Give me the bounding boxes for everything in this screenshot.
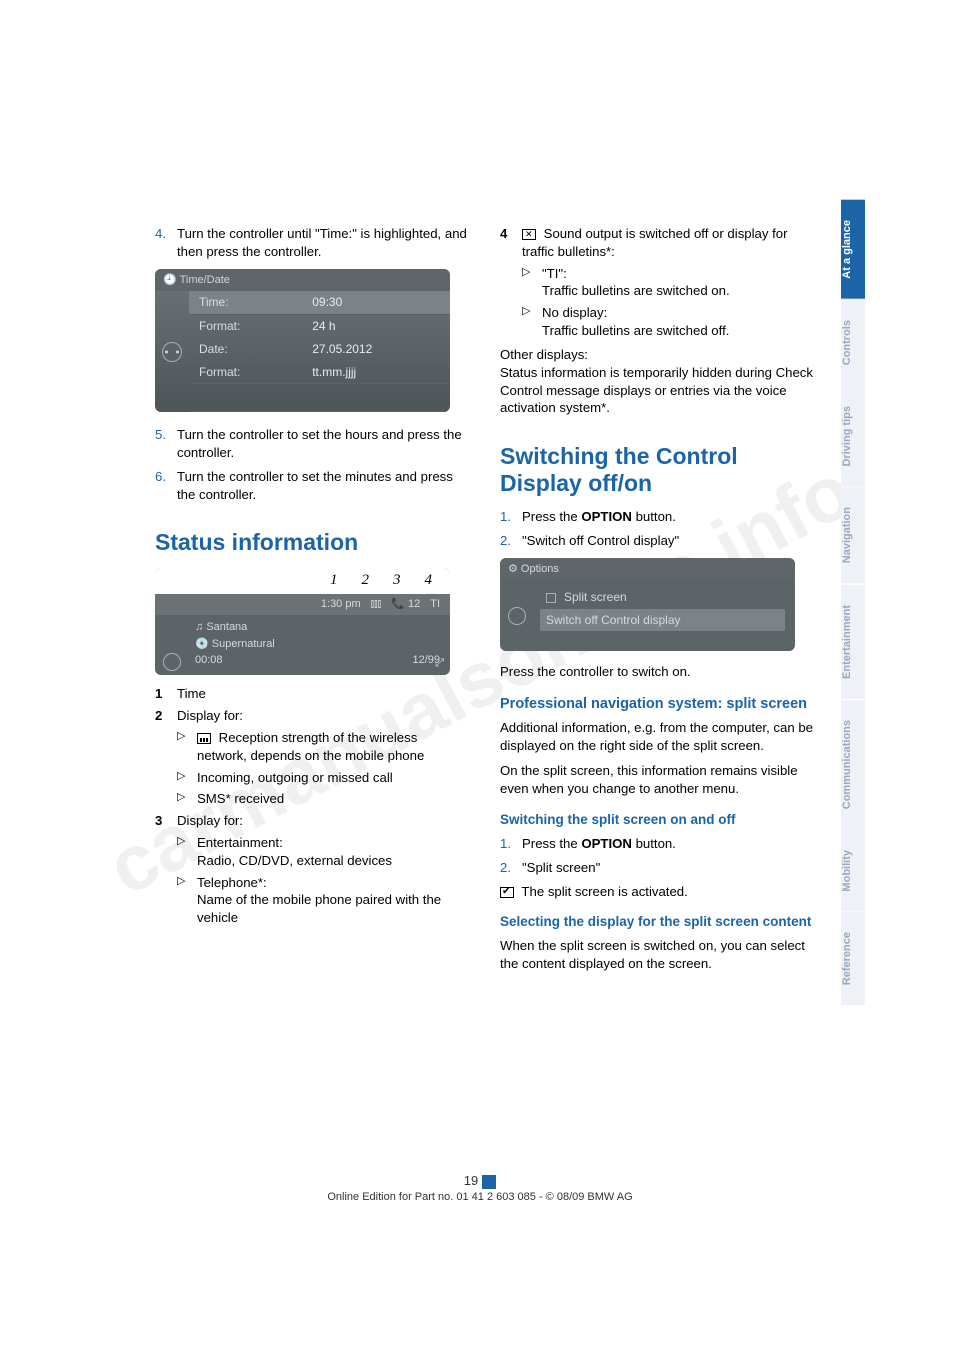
footer-text: Online Edition for Part no. 01 41 2 603 … — [0, 1191, 960, 1203]
tab-driving-tips[interactable]: Driving tips — [841, 386, 865, 488]
cell: 24 h — [302, 314, 450, 337]
page-footer: 19 Online Edition for Part no. 01 41 2 6… — [0, 1173, 960, 1203]
cell: Format: — [189, 361, 302, 384]
split-p1: Additional information, e.g. from the co… — [500, 719, 815, 755]
step-5: 5. Turn the controller to set the hours … — [155, 426, 470, 462]
step-6: 6. Turn the controller to set the minute… — [155, 468, 470, 504]
cell: 27.05.2012 — [302, 337, 450, 360]
list-item: Entertainment:Radio, CD/DVD, external de… — [177, 834, 470, 870]
tab-reference[interactable]: Reference — [841, 912, 865, 1006]
idrive-title: 🕘 Time/Date — [155, 269, 450, 292]
split-p2: On the split screen, this information re… — [500, 762, 815, 798]
tab-mobility[interactable]: Mobility — [841, 830, 865, 913]
def-3-list: Entertainment:Radio, CD/DVD, external de… — [177, 834, 470, 927]
callout-markers: 1 2 3 4 — [330, 570, 432, 590]
other-displays-label: Other displays: — [500, 346, 815, 364]
activated-line: The split screen is activated. — [500, 883, 815, 901]
press-controller-text: Press the controller to switch on. — [500, 663, 815, 681]
mute-icon — [522, 229, 536, 240]
list-item: "TI":Traffic bulletins are switched on. — [522, 265, 815, 301]
elapsed: 00:08 — [195, 653, 223, 668]
step-text: Turn the controller until "Time:" is hig… — [177, 225, 470, 261]
heading-status-information: Status information — [155, 529, 470, 555]
heading-switching-display: Switching the Control Display off/on — [500, 443, 815, 496]
def-1: 1Time — [155, 685, 470, 703]
expand-icon: ⤢ — [435, 656, 444, 671]
def-4: 4 Sound output is switched off or displa… — [500, 225, 815, 261]
left-column: 4. Turn the controller until "Time:" is … — [155, 225, 470, 973]
step-2b: 2. "Split screen" — [500, 859, 815, 877]
options-title: Options — [521, 563, 559, 575]
select-content-text: When the split screen is switched on, yo… — [500, 937, 815, 973]
list-item: SMS* received — [177, 790, 470, 808]
cell: Format: — [189, 314, 302, 337]
heading-split-screen: Professional navigation system: split sc… — [500, 695, 815, 713]
tab-at-a-glance[interactable]: At a glance — [841, 200, 865, 300]
list-item: Reception strength of the wireless netwo… — [177, 729, 470, 765]
list-item: No display:Traffic bulletins are switche… — [522, 304, 815, 340]
track: Supernatural — [212, 638, 275, 650]
page-number: 19 — [464, 1173, 478, 1188]
tab-communications[interactable]: Communications — [841, 700, 865, 830]
knob-icon — [163, 653, 181, 671]
heading-select-content: Selecting the display for the split scre… — [500, 914, 815, 931]
list-item: Telephone*:Name of the mobile phone pair… — [177, 874, 470, 927]
step-number: 6. — [155, 468, 177, 504]
step-2: 2. "Switch off Control display" — [500, 532, 815, 550]
options-screenshot: ⚙ Options Split screen Switch off Contro… — [500, 558, 795, 651]
option-item-highlighted: Switch off Control display — [540, 609, 785, 631]
step-4: 4. Turn the controller until "Time:" is … — [155, 225, 470, 261]
step-1: 1. Press the OPTION button. — [500, 508, 815, 526]
idrive-time-screenshot: 🕘 Time/Date Time:09:30 Format:24 h Date:… — [155, 269, 450, 413]
section-tabs: At a glance Controls Driving tips Naviga… — [841, 200, 865, 1007]
def-2: 2Display for: — [155, 707, 470, 725]
status-bar: 1:30 pm ⫾⫾⫾ 📞 12 TI — [155, 594, 450, 615]
idrive-knob-icon — [155, 291, 189, 412]
option-item: Split screen — [540, 586, 785, 608]
right-column: 4 Sound output is switched off or displa… — [500, 225, 815, 973]
def-4-list: "TI":Traffic bulletins are switched on. … — [522, 265, 815, 340]
tab-navigation[interactable]: Navigation — [841, 487, 865, 584]
tab-entertainment[interactable]: Entertainment — [841, 585, 865, 700]
status-screenshot: 1 2 3 4 1:30 pm ⫾⫾⫾ 📞 12 TI — [155, 568, 450, 675]
content-area: 4. Turn the controller until "Time:" is … — [155, 225, 815, 973]
cell: Time: — [189, 291, 302, 314]
cell: Date: — [189, 337, 302, 360]
signal-bars-icon — [197, 733, 211, 744]
page-marker-icon — [482, 1175, 496, 1189]
checkbox-icon — [546, 593, 556, 603]
step-text: Turn the controller to set the minutes a… — [177, 468, 470, 504]
step-1b: 1. Press the OPTION button. — [500, 835, 815, 853]
heading-split-onoff: Switching the split screen on and off — [500, 812, 815, 829]
knob-icon — [508, 607, 526, 625]
check-icon — [500, 887, 514, 898]
artist: Santana — [206, 621, 247, 633]
list-item: Incoming, outgoing or missed call — [177, 769, 470, 787]
def-3: 3Display for: — [155, 812, 470, 830]
def-2-list: Reception strength of the wireless netwo… — [177, 729, 470, 808]
step-number: 5. — [155, 426, 177, 462]
tab-controls[interactable]: Controls — [841, 300, 865, 386]
step-number: 4. — [155, 225, 177, 261]
cell: 09:30 — [302, 291, 450, 314]
other-displays-text: Status information is temporarily hidden… — [500, 364, 815, 417]
manual-page: carmanualsonline.info At a glance Contro… — [0, 0, 960, 1358]
step-text: Turn the controller to set the hours and… — [177, 426, 470, 462]
cell: tt.mm.jjjj — [302, 361, 450, 384]
idrive-table: Time:09:30 Format:24 h Date:27.05.2012 F… — [189, 291, 450, 412]
